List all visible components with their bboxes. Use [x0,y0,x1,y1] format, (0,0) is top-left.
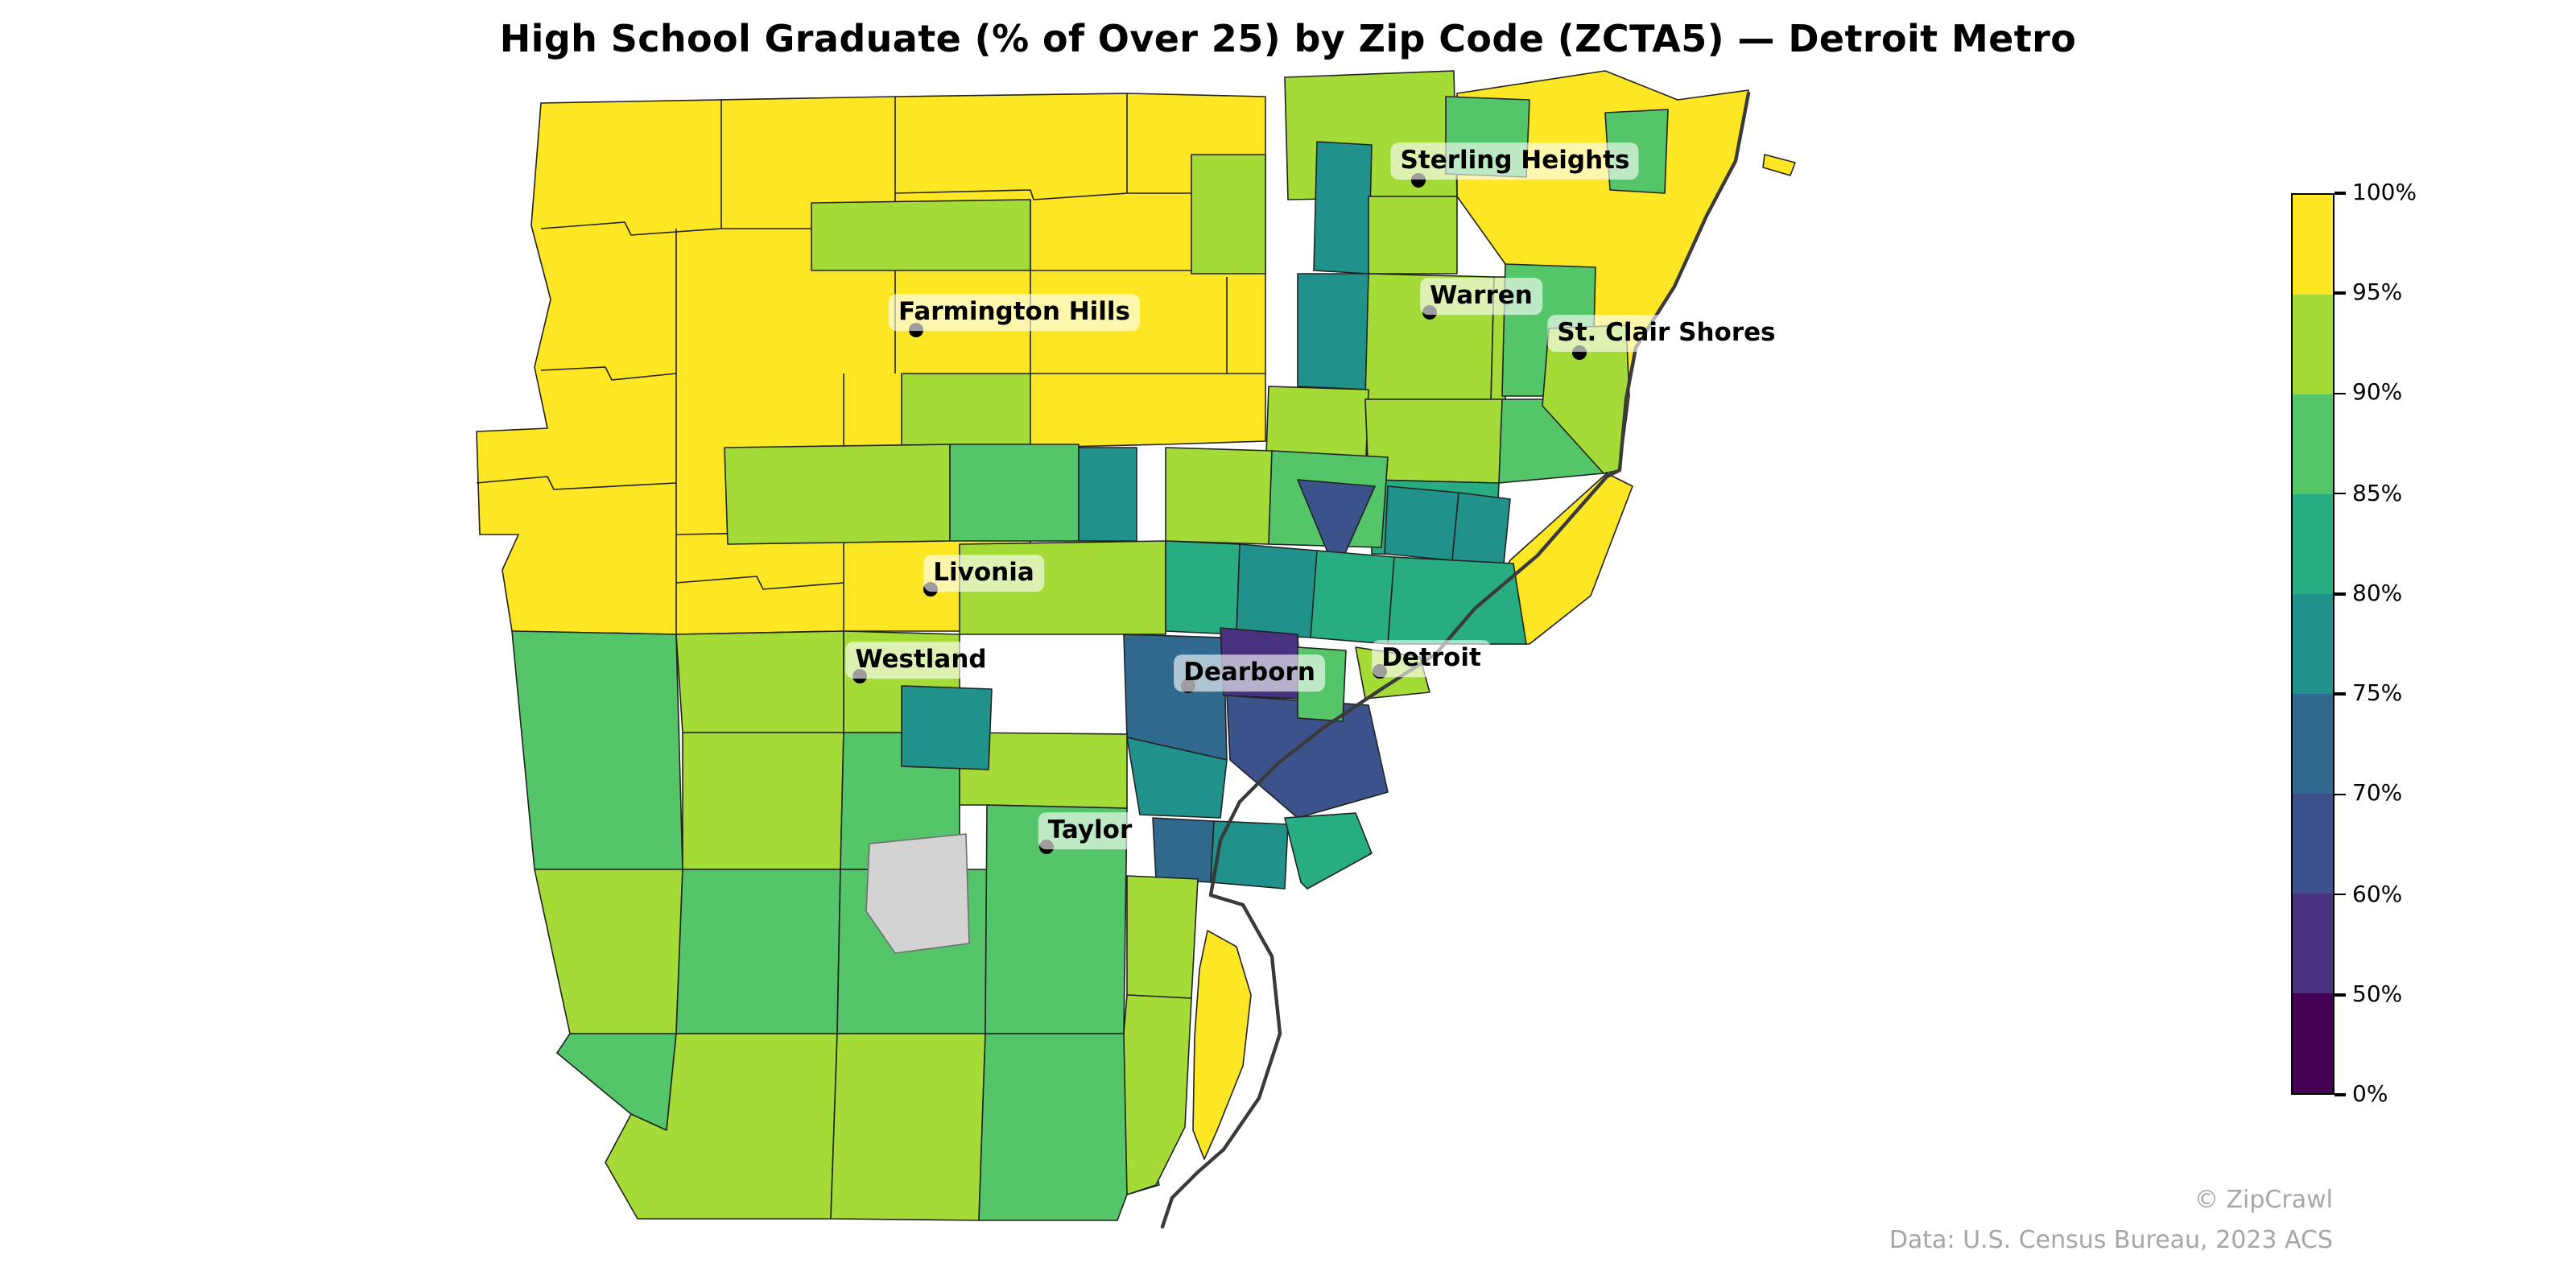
colorbar-segment [2293,494,2333,594]
colorbar-tick [2334,893,2346,896]
colorbar-segment [2293,894,2333,993]
zip-region [1236,543,1318,638]
colorbar-segment [2293,295,2333,394]
grosse-ile-island [1192,930,1252,1160]
colorbar [2291,193,2334,1095]
zip-region [1210,820,1289,890]
colorbar-tick [2334,392,2346,395]
colorbar-tick [2334,592,2346,596]
zip-region [675,869,841,1034]
zip-region [1191,154,1266,275]
zip-region [1126,737,1228,819]
watermark: © ZipCrawl [2194,1185,2333,1214]
zip-region [682,732,844,870]
city-label-taylor: Taylor [1038,812,1142,849]
colorbar-segment [2293,594,2333,694]
zip-region [724,444,951,545]
colorbar-tick-label: 70% [2352,781,2403,807]
city-label-warren: Warren [1420,278,1542,315]
zip-region [1451,492,1511,564]
city-label-livonia: Livonia [923,555,1044,592]
zip-region [1310,550,1395,645]
colorbar-tick [2334,993,2346,997]
zip-region [901,373,1031,448]
colorbar-tick-label: 80% [2352,580,2403,607]
zip-region [1368,196,1458,275]
city-label-st-clair-shores: St. Clair Shores [1547,315,1785,352]
colorbar-segment [2293,794,2333,894]
colorbar-tick-label: 90% [2352,380,2403,407]
colorbar-tick-label: 100% [2352,180,2417,206]
city-label-dearborn: Dearborn [1174,654,1325,691]
city-label-westland: Westland [845,642,997,679]
colorbar-segment [2293,694,2333,794]
zip-region [1384,485,1459,561]
zip-region [1297,479,1376,574]
colorbar-tick [2334,492,2346,495]
colorbar-tick-label: 85% [2352,481,2403,507]
zip-region [1152,817,1215,883]
colorbar-tick-label: 60% [2352,881,2403,908]
colorbar-segment [2293,993,2333,1093]
city-label-farmington-hills: Farmington Hills [888,294,1141,331]
colorbar-segment [2293,195,2333,295]
city-label-sterling-heights: Sterling Heights [1390,142,1640,180]
zip-region [901,685,993,770]
colorbar-tick [2334,692,2346,696]
zip-region [556,1033,677,1131]
zip-region [949,444,1080,542]
colorbar-tick-label: 75% [2352,681,2403,708]
colorbar-tick-label: 0% [2352,1082,2388,1108]
zip-region [534,869,683,1034]
colorbar-tick [2334,192,2346,195]
zip-region [511,630,683,870]
zip-region [1226,695,1389,819]
zip-region [1123,994,1192,1195]
zip-region [811,199,1031,271]
zip-region [830,1033,986,1221]
source-note: Data: U.S. Census Bureau, 2023 ACS [1889,1225,2333,1254]
colorbar-tick-label: 95% [2352,280,2403,307]
colorbar-segment [2293,394,2333,494]
colorbar-tick [2334,1093,2346,1096]
zip-region [1078,447,1137,542]
colorbar-tick [2334,291,2346,295]
zip-region [1387,556,1527,645]
zip-region [1313,141,1373,275]
city-label-detroit: Detroit [1372,640,1491,677]
zip-region [1297,273,1373,390]
zip-region [1284,812,1373,890]
colorbar-tick-label: 50% [2352,981,2403,1008]
chart-title: High School Graduate (% of Over 25) by Z… [499,19,2077,61]
zip-region [1165,447,1273,545]
zip-region [1165,540,1241,635]
zip-region [675,630,844,733]
zip-region [1762,154,1796,176]
zip-region [1126,875,1199,999]
colorbar-tick [2334,793,2346,796]
no-data-region [865,833,970,954]
